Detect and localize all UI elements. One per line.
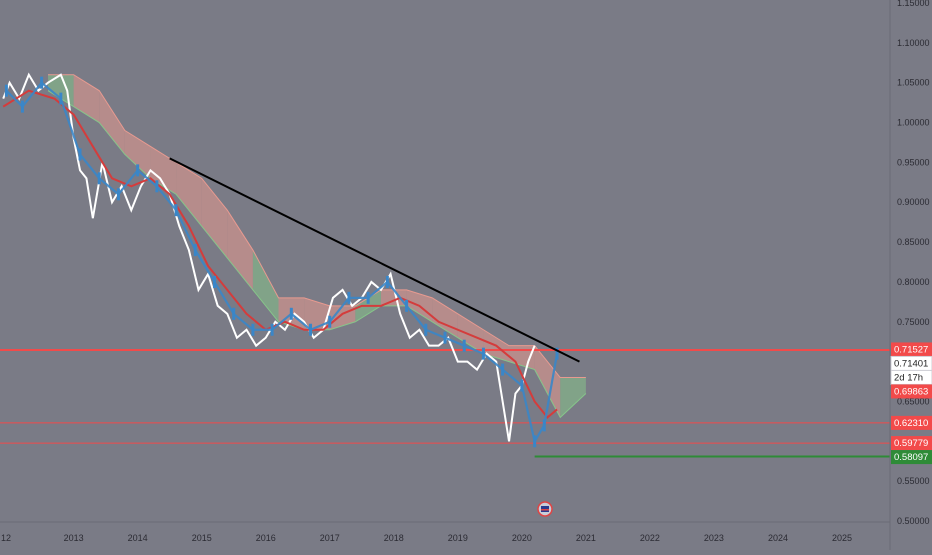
y-tick-label: 0.65000 — [897, 396, 930, 406]
x-tick-label: 2018 — [384, 533, 404, 543]
x-tick-label: 2015 — [192, 533, 212, 543]
plot-background — [0, 0, 890, 522]
cloud-segment — [176, 162, 202, 227]
y-tick-label: 0.55000 — [897, 476, 930, 486]
cloud-segment — [48, 74, 74, 107]
candles-series-line — [5, 81, 559, 445]
cloud-segment — [227, 210, 253, 290]
cloud-segment — [150, 146, 177, 195]
cloud-segment — [201, 178, 228, 259]
price-labels: 0.71527 0.71401 2d 17h 0.69863 0.62310 0.5977… — [890, 342, 932, 465]
trendline-layer[interactable] — [169, 157, 580, 363]
cloud-segment — [457, 313, 484, 354]
x-tick-label: 2021 — [576, 533, 596, 543]
x-tick-label: 12 — [1, 533, 11, 543]
y-tick-label: 1.10000 — [897, 38, 930, 48]
y-axis[interactable]: 0.500000.550000.600000.650000.700000.750… — [897, 0, 930, 526]
cloud-segment — [124, 130, 151, 179]
y-tick-label: 0.80000 — [897, 277, 930, 287]
cloud-segment — [252, 250, 279, 322]
cloud-segment — [304, 297, 330, 330]
cloud-segment — [534, 345, 561, 418]
y-tick-label: 0.95000 — [897, 157, 930, 167]
price-label-box — [891, 342, 932, 357]
horizontal-levels — [0, 348, 890, 458]
price-label-box — [891, 450, 932, 465]
x-tick-label: 2013 — [64, 533, 84, 543]
price-label-box — [891, 415, 932, 430]
x-tick-label: 2022 — [640, 533, 660, 543]
conversion-line — [2, 89, 558, 419]
x-tick-label: 2025 — [832, 533, 852, 543]
x-tick-label: 2024 — [768, 533, 788, 543]
trendline[interactable] — [169, 157, 580, 363]
price-label-text: 2d 17h — [894, 372, 923, 383]
y-tick-label: 0.50000 — [897, 516, 930, 526]
price-label-text: 0.58097 — [894, 452, 928, 463]
x-tick-label: 2023 — [704, 533, 724, 543]
price-label-box — [891, 384, 932, 399]
price-label-text: 0.62310 — [894, 418, 928, 429]
y-tick-label: 0.75000 — [897, 317, 930, 327]
y-tick-label: 1.15000 — [897, 0, 930, 8]
y-tick-label: 0.85000 — [897, 237, 930, 247]
x-axis[interactable]: 12 2013 2014 2015 2016 2017 2018 2019 2020 2021 20… — [1, 533, 852, 543]
cloud-segment — [560, 377, 586, 418]
event-marker[interactable] — [537, 501, 553, 517]
price-label-text: 0.71401 — [894, 358, 928, 369]
cloud-segment — [380, 289, 407, 306]
price-label-text: 0.69863 — [894, 386, 928, 397]
x-tick-label: 2019 — [448, 533, 468, 543]
flag-icon-stripe — [541, 509, 549, 511]
price-label-text: 0.71527 — [894, 344, 928, 355]
x-tick-label: 2014 — [128, 533, 148, 543]
price-label-text: 0.59779 — [894, 438, 928, 449]
y-tick-label: 1.00000 — [897, 118, 930, 128]
ichimoku-cloud — [47, 74, 587, 419]
cloud-upper-edge — [48, 74, 586, 379]
x-tick-label: 2016 — [256, 533, 276, 543]
x-tick-label: 2020 — [512, 533, 532, 543]
price-label-box — [891, 436, 932, 451]
cloud-segment — [99, 90, 125, 155]
x-tick-label: 2017 — [320, 533, 340, 543]
y-tick-label: 1.05000 — [897, 78, 930, 88]
y-tick-label: 0.90000 — [897, 197, 930, 207]
series-layer — [2, 72, 559, 448]
